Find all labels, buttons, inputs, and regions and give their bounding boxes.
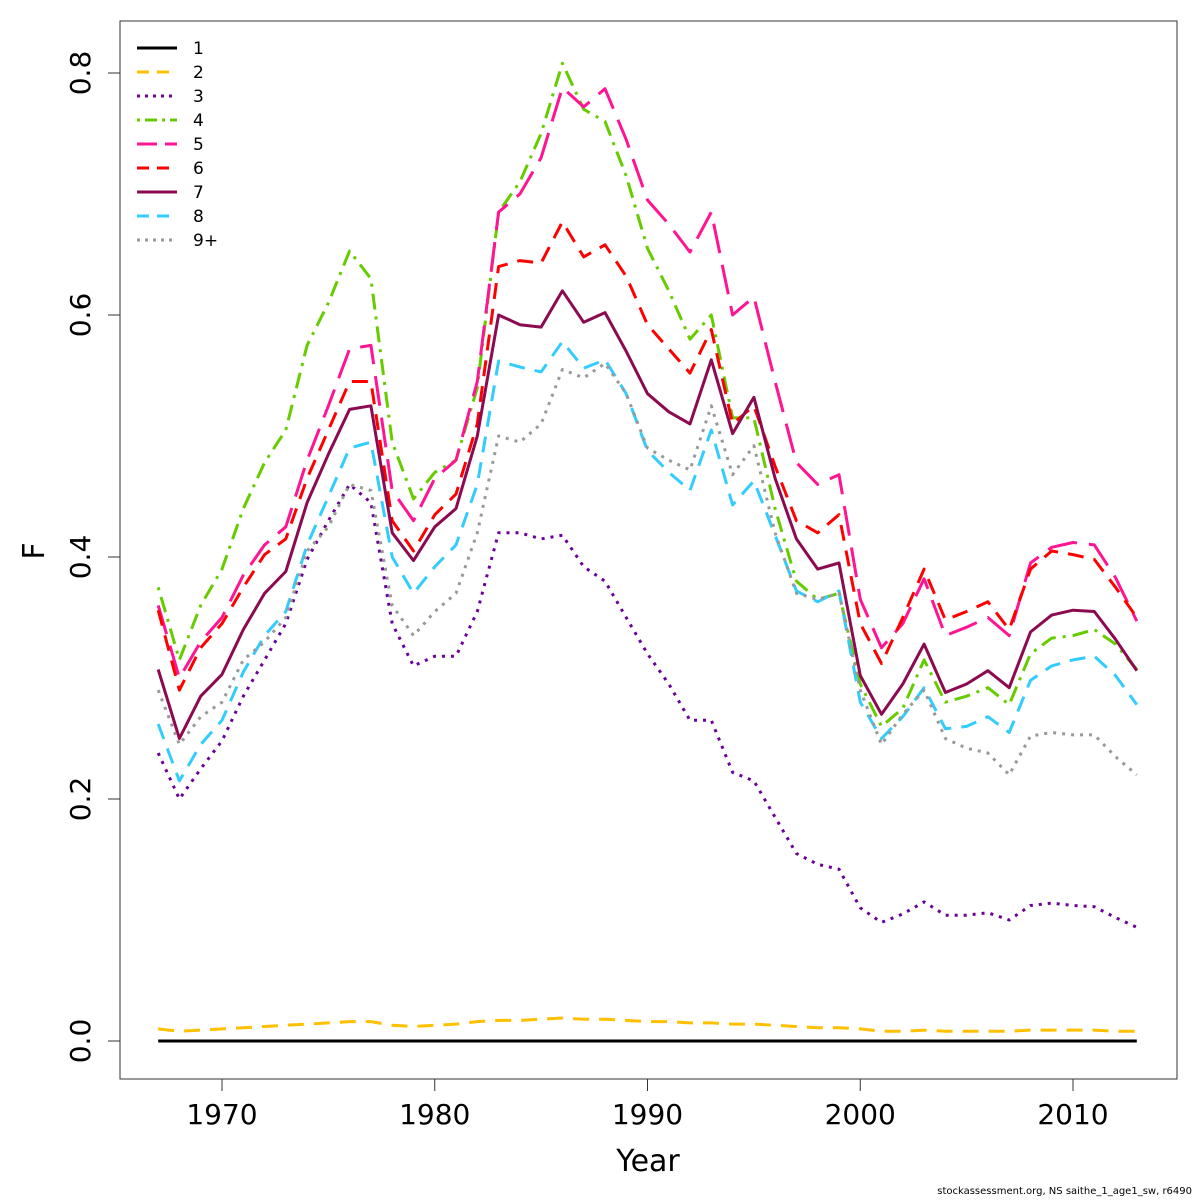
series-line-6 bbox=[156, 220, 1139, 692]
series-line-3 bbox=[156, 482, 1138, 929]
legend-label: 5 bbox=[193, 135, 204, 155]
legend-label: 4 bbox=[193, 111, 204, 131]
x-tick-label: 2010 bbox=[1037, 1098, 1108, 1131]
legend-label: 2 bbox=[193, 63, 204, 83]
series-line-8 bbox=[156, 340, 1139, 783]
y-tick-label: 0.8 bbox=[64, 51, 97, 96]
y-tick-label: 0.6 bbox=[64, 293, 97, 338]
x-tick-label: 2000 bbox=[825, 1098, 896, 1131]
x-axis-label: Year bbox=[615, 1144, 680, 1179]
series-line-7 bbox=[156, 289, 1139, 740]
y-tick-label: 0.0 bbox=[64, 1019, 97, 1064]
series-line-5 bbox=[156, 86, 1139, 680]
legend-label: 1 bbox=[193, 39, 204, 59]
y-tick-label: 0.2 bbox=[64, 777, 97, 822]
source-credit: stockassessment.org, NS saithe_1_age1_sw… bbox=[937, 1186, 1192, 1197]
legend-label: 3 bbox=[193, 87, 204, 107]
x-tick-label: 1970 bbox=[186, 1098, 257, 1131]
series-line-4 bbox=[156, 61, 1138, 728]
y-tick-label: 0.4 bbox=[64, 535, 97, 580]
series-line-2 bbox=[158, 1016, 1137, 1033]
plot-frame bbox=[119, 20, 1178, 1080]
legend-label: 9+ bbox=[193, 231, 218, 251]
x-tick-label: 1990 bbox=[612, 1098, 683, 1131]
y-axis-label: F bbox=[17, 542, 52, 559]
legend-label: 6 bbox=[193, 159, 204, 179]
legend-label: 8 bbox=[193, 207, 204, 227]
plot-area: 1970 1980 1990 2000 2010 0.0 0.2 0.4 0.6 0.8 bbox=[64, 20, 1178, 1131]
legend: 1 2 3 4 5 6 7 8 9+ bbox=[137, 39, 218, 251]
legend-label: 7 bbox=[193, 183, 204, 203]
x-tick-label: 1980 bbox=[399, 1098, 470, 1131]
series-line-9plus bbox=[156, 361, 1138, 777]
